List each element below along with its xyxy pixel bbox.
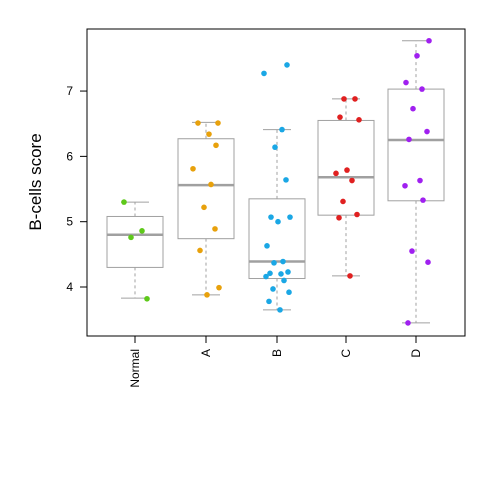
box-normal bbox=[106, 201, 164, 299]
data-point bbox=[270, 286, 276, 292]
data-point bbox=[347, 273, 353, 279]
data-point bbox=[340, 198, 346, 205]
data-point bbox=[216, 284, 222, 291]
data-point bbox=[279, 126, 285, 133]
data-point bbox=[285, 269, 291, 275]
y-axis: 4 5 6 7 bbox=[66, 84, 87, 294]
y-tick-label: 5 bbox=[66, 215, 73, 229]
data-point bbox=[212, 226, 218, 232]
x-tick-label: B bbox=[270, 349, 284, 357]
data-point bbox=[271, 260, 277, 266]
box-b bbox=[248, 129, 306, 311]
data-point bbox=[406, 136, 412, 143]
data-point bbox=[333, 170, 339, 177]
data-point bbox=[409, 248, 415, 254]
data-point bbox=[402, 182, 408, 189]
data-point bbox=[417, 177, 423, 184]
data-point bbox=[349, 177, 355, 184]
data-point bbox=[272, 144, 278, 151]
data-point bbox=[201, 204, 207, 211]
points-a bbox=[190, 120, 222, 298]
y-axis-title: B-cells score bbox=[26, 133, 45, 230]
data-point bbox=[280, 258, 286, 265]
data-point bbox=[284, 62, 290, 68]
data-point bbox=[354, 211, 360, 218]
data-point bbox=[197, 247, 203, 254]
boxes-layer bbox=[106, 40, 445, 324]
data-point bbox=[190, 165, 196, 172]
data-point bbox=[414, 52, 420, 59]
data-point bbox=[144, 295, 150, 302]
points-layer bbox=[121, 37, 432, 326]
data-point bbox=[263, 273, 269, 280]
box-iqr bbox=[387, 88, 445, 202]
data-point bbox=[266, 298, 272, 305]
data-point bbox=[420, 197, 426, 203]
box-a bbox=[177, 121, 235, 296]
data-point bbox=[139, 228, 145, 234]
data-point bbox=[352, 96, 358, 102]
data-point bbox=[208, 181, 214, 188]
data-point bbox=[344, 167, 350, 173]
box-iqr bbox=[106, 215, 164, 268]
data-point bbox=[405, 320, 411, 326]
data-point bbox=[275, 218, 281, 225]
data-point bbox=[403, 79, 409, 86]
x-tick-label: Normal bbox=[128, 349, 142, 388]
data-point bbox=[267, 270, 273, 277]
data-point bbox=[264, 243, 270, 249]
data-point bbox=[206, 131, 212, 137]
data-point bbox=[278, 271, 284, 277]
x-tick-label: D bbox=[409, 349, 423, 358]
data-point bbox=[283, 177, 289, 183]
points-c bbox=[333, 96, 362, 279]
points-normal bbox=[121, 199, 150, 302]
data-point bbox=[286, 289, 292, 296]
data-point bbox=[426, 37, 432, 44]
y-tick-label: 6 bbox=[66, 149, 73, 163]
data-point bbox=[419, 86, 425, 92]
data-point bbox=[213, 142, 219, 149]
points-b bbox=[261, 62, 293, 313]
data-point bbox=[281, 277, 287, 284]
data-point bbox=[204, 292, 210, 298]
x-axis: Normal A B C D bbox=[128, 336, 423, 388]
data-point bbox=[341, 96, 347, 102]
data-point bbox=[277, 307, 283, 313]
x-tick-label: C bbox=[339, 349, 353, 358]
data-point bbox=[261, 70, 267, 77]
data-point bbox=[215, 120, 221, 126]
y-tick-label: 7 bbox=[66, 84, 73, 98]
points-d bbox=[402, 37, 432, 326]
data-point bbox=[410, 105, 416, 112]
y-tick-label: 4 bbox=[66, 280, 73, 294]
data-point bbox=[424, 128, 430, 135]
data-point bbox=[121, 199, 127, 205]
box-iqr bbox=[248, 198, 306, 280]
x-tick-label: A bbox=[199, 349, 213, 357]
data-point bbox=[336, 214, 342, 221]
data-point bbox=[287, 214, 293, 220]
box-d bbox=[387, 40, 445, 324]
data-point bbox=[195, 120, 201, 126]
data-point bbox=[356, 116, 362, 123]
box-iqr bbox=[177, 138, 235, 240]
data-point bbox=[268, 214, 274, 220]
data-point bbox=[128, 234, 134, 241]
data-point bbox=[337, 114, 343, 120]
plot-frame bbox=[86, 28, 466, 337]
data-point bbox=[425, 259, 431, 265]
